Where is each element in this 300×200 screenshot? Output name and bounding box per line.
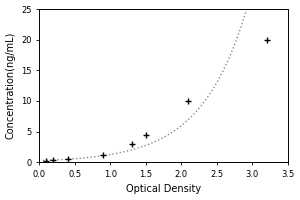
X-axis label: Optical Density: Optical Density bbox=[126, 184, 201, 194]
Y-axis label: Concentration(ng/mL): Concentration(ng/mL) bbox=[6, 32, 16, 139]
